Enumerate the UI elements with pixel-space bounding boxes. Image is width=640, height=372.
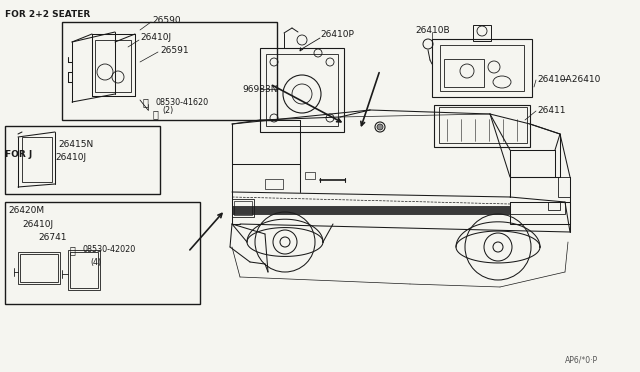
Bar <box>439 107 527 143</box>
Text: (4): (4) <box>90 257 101 266</box>
Text: 26410A: 26410A <box>537 74 572 83</box>
Text: Ⓢ: Ⓢ <box>142 97 148 107</box>
Text: Ⓢ: Ⓢ <box>152 109 158 119</box>
Text: 08530-41620: 08530-41620 <box>155 97 208 106</box>
Text: — 26410: — 26410 <box>560 74 600 83</box>
Bar <box>234 201 252 215</box>
Text: AP6/*0·P: AP6/*0·P <box>565 356 598 365</box>
Text: 26411: 26411 <box>537 106 566 115</box>
Text: 26410J: 26410J <box>22 219 53 228</box>
Text: 26410J: 26410J <box>55 153 86 161</box>
Bar <box>232 199 254 217</box>
Text: 26590: 26590 <box>152 16 180 25</box>
Bar <box>548 202 560 210</box>
Bar <box>558 177 570 197</box>
Text: 26420M: 26420M <box>8 205 44 215</box>
Bar <box>232 206 510 214</box>
Text: 26410B: 26410B <box>415 26 450 35</box>
Bar <box>95 40 131 92</box>
Text: 26591: 26591 <box>160 45 189 55</box>
Text: 96983N: 96983N <box>242 84 278 93</box>
Bar <box>68 250 100 290</box>
Text: FOR J: FOR J <box>5 150 32 158</box>
Text: 08530-42020: 08530-42020 <box>82 246 135 254</box>
Bar <box>5 126 160 194</box>
Bar <box>266 54 338 126</box>
Bar <box>510 202 570 224</box>
Bar <box>432 39 532 97</box>
Bar <box>22 137 52 182</box>
Text: 26415N: 26415N <box>58 140 93 148</box>
Bar <box>5 202 200 304</box>
Bar <box>444 59 484 87</box>
Bar <box>265 179 283 189</box>
Text: FOR 2+2 SEATER: FOR 2+2 SEATER <box>5 10 90 19</box>
Text: 26741: 26741 <box>38 232 67 241</box>
Text: 26410P: 26410P <box>320 29 354 38</box>
Circle shape <box>377 124 383 130</box>
Bar <box>510 202 565 214</box>
Bar <box>440 45 524 91</box>
Text: 26410J: 26410J <box>140 32 171 42</box>
Bar <box>70 252 98 288</box>
Bar <box>260 48 344 132</box>
Bar <box>473 25 491 41</box>
Text: (2): (2) <box>162 106 173 115</box>
Bar <box>18 252 60 284</box>
Bar <box>62 22 277 120</box>
Bar <box>305 172 315 179</box>
Bar <box>20 254 58 282</box>
Text: Ⓢ: Ⓢ <box>69 245 75 255</box>
Bar <box>434 105 530 147</box>
